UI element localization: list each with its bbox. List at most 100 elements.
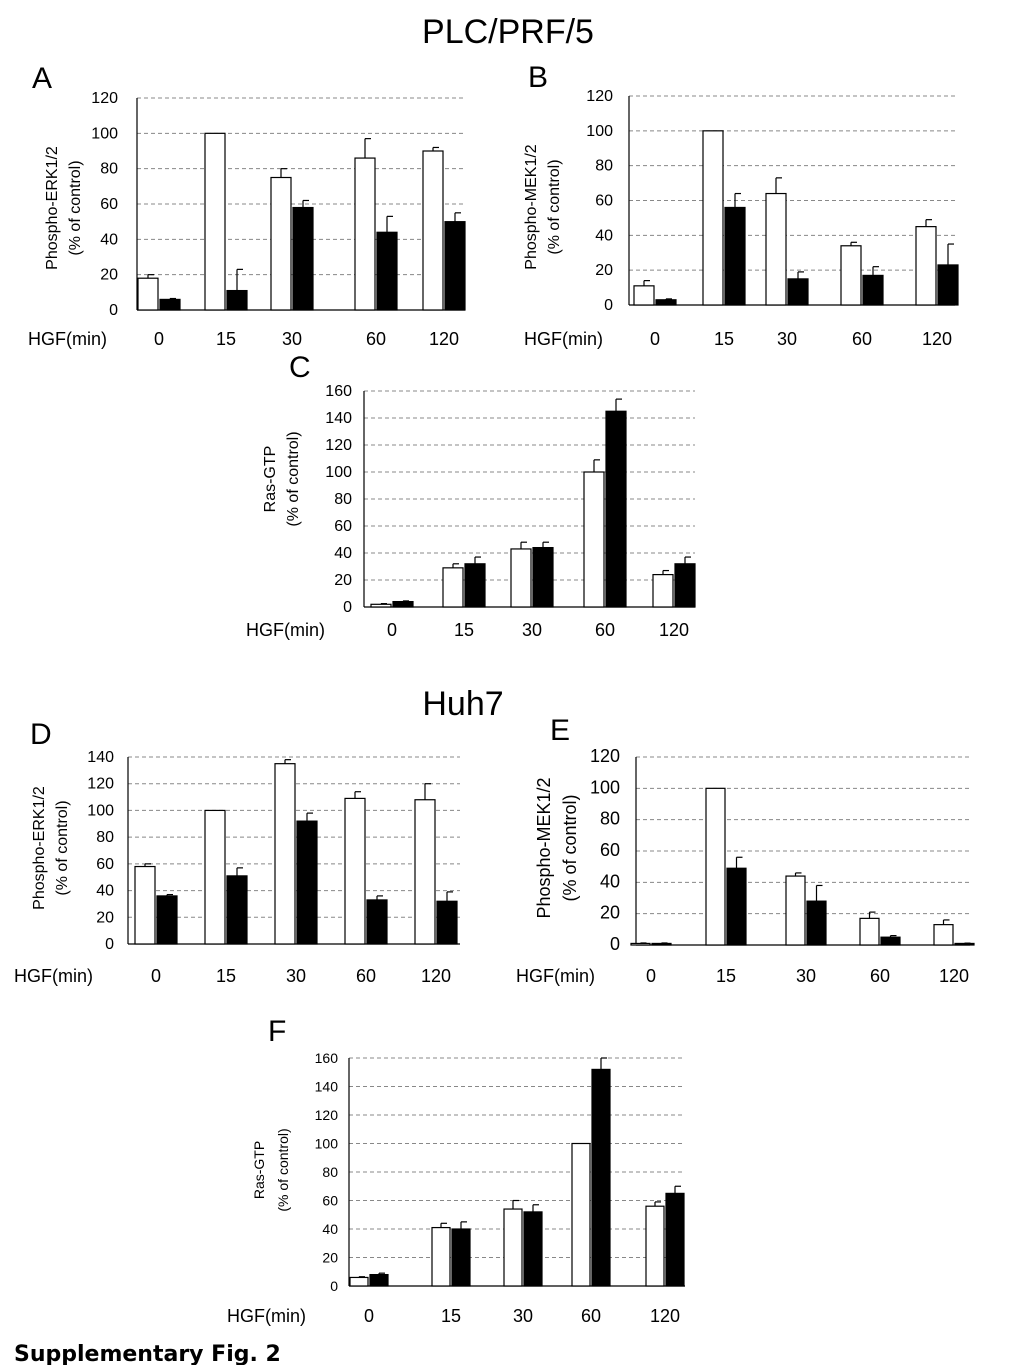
x-tick-label: 30 [796, 966, 816, 986]
x-tick-label: 120 [659, 620, 689, 640]
x-axis-label: HGF(min) [524, 329, 603, 349]
y-tick-label: 20 [334, 572, 352, 589]
y-tick-label: 60 [600, 840, 620, 860]
bar-open [765, 192, 787, 306]
bar-filled [591, 1068, 611, 1287]
x-axis-label: HGF(min) [516, 966, 595, 986]
y-tick-label: 100 [315, 1136, 339, 1152]
bar-open [422, 150, 444, 311]
bar-filled [436, 900, 458, 945]
y-tick-label: 120 [91, 90, 118, 107]
bar-open [859, 917, 880, 946]
y-tick-label: 160 [315, 1050, 339, 1066]
y-tick-label: 60 [334, 518, 352, 535]
bar-filled [523, 1211, 543, 1287]
x-tick-label: 30 [286, 966, 306, 986]
panel-letter: D [30, 718, 52, 751]
y-tick-label: 0 [330, 1278, 338, 1294]
x-tick-label: 120 [922, 329, 952, 349]
bar-filled [651, 942, 672, 946]
y-tick-label: 140 [325, 410, 352, 427]
y-tick-label: 100 [586, 123, 613, 140]
x-tick-label: 30 [522, 620, 542, 640]
y-axis-label: (% of control) [67, 160, 84, 255]
y-tick-label: 80 [322, 1164, 338, 1180]
bar-filled [655, 299, 677, 306]
bar-filled [451, 1228, 471, 1287]
y-tick-label: 20 [600, 903, 620, 923]
bar-filled [296, 820, 318, 945]
figure-caption: Supplementary Fig. 2 [14, 1342, 281, 1365]
bar-filled [674, 563, 696, 608]
bar-open [645, 1205, 665, 1287]
panel-letter: B [528, 61, 548, 94]
y-tick-label: 80 [334, 491, 352, 508]
bar-filled [787, 278, 809, 306]
bar-filled [226, 875, 248, 945]
x-tick-label: 0 [154, 329, 164, 349]
bar-open [370, 603, 392, 608]
bar-filled [292, 206, 314, 311]
x-tick-label: 0 [151, 966, 161, 986]
bar-filled [724, 206, 746, 306]
y-tick-label: 100 [87, 802, 114, 819]
bar-filled [159, 298, 181, 311]
y-tick-label: 100 [325, 464, 352, 481]
y-tick-label: 80 [100, 161, 118, 178]
bar-open [630, 942, 651, 946]
x-tick-label: 15 [716, 966, 736, 986]
y-tick-label: 80 [96, 829, 114, 846]
y-tick-label: 80 [595, 158, 613, 175]
bar-open [137, 277, 159, 311]
bar-filled [226, 289, 248, 311]
y-tick-label: 40 [334, 545, 352, 562]
x-tick-label: 0 [387, 620, 397, 640]
y-tick-label: 20 [595, 262, 613, 279]
bar-open [270, 176, 292, 311]
y-tick-label: 120 [590, 746, 620, 766]
x-tick-label: 15 [454, 620, 474, 640]
bar-open [915, 226, 937, 306]
y-axis-label: (% of control) [54, 800, 71, 895]
x-tick-label: 0 [650, 329, 660, 349]
y-tick-label: 60 [322, 1193, 338, 1209]
x-tick-label: 60 [356, 966, 376, 986]
bar-open [503, 1208, 523, 1287]
chart-panel-b: B 0 20 40 60 80 100 120 Phospho-MEK1/2 (% of cont… [523, 61, 959, 349]
bar-open [705, 787, 726, 946]
y-tick-label: 60 [96, 856, 114, 873]
y-tick-label: 0 [604, 297, 613, 314]
x-tick-label: 0 [646, 966, 656, 986]
bar-filled [376, 231, 398, 311]
y-tick-label: 120 [586, 88, 613, 105]
x-tick-label: 0 [364, 1306, 374, 1326]
bar-open [354, 157, 376, 311]
y-tick-label: 0 [109, 302, 118, 319]
y-tick-label: 40 [600, 871, 620, 891]
y-axis-label: Ras-GTP [262, 446, 279, 513]
y-tick-label: 40 [96, 883, 114, 900]
y-tick-label: 40 [322, 1221, 338, 1237]
bar-filled [880, 936, 901, 946]
heading-huh7: Huh7 [422, 685, 503, 723]
x-tick-label: 60 [852, 329, 872, 349]
x-tick-label: 120 [421, 966, 451, 986]
x-tick-label: 60 [581, 1306, 601, 1326]
heading-plc-prf-5: PLC/PRF/5 [422, 13, 594, 51]
chart-panel-e: E 0 20 40 60 80 100 120 Phospho-MEK1/2 (% of cont… [516, 714, 975, 986]
chart-panels: A 0 20 40 60 80 100 120 Phospho-ERK1/2 (% of cont… [14, 61, 975, 1326]
x-axis-label: HGF(min) [246, 620, 325, 640]
bar-filled [156, 895, 178, 945]
bar-open [702, 130, 724, 306]
bar-open [349, 1276, 369, 1287]
y-axis-label: (% of control) [560, 794, 580, 901]
bar-open [204, 132, 226, 311]
bar-open [134, 865, 156, 945]
y-tick-label: 80 [600, 809, 620, 829]
y-tick-label: 20 [100, 267, 118, 284]
x-tick-label: 15 [441, 1306, 461, 1326]
y-tick-label: 0 [610, 934, 620, 954]
bar-filled [366, 899, 388, 945]
bar-open [840, 245, 862, 306]
